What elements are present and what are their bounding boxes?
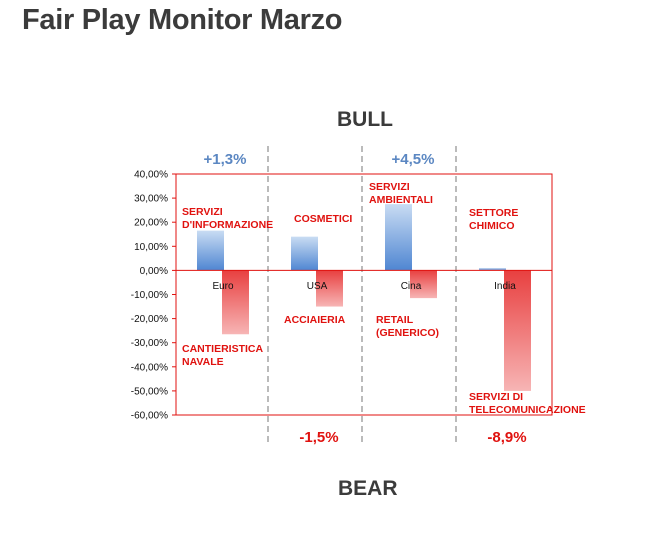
index-change-down: -1,5% bbox=[299, 429, 338, 446]
positive-sector-label: COSMETICI bbox=[294, 213, 352, 225]
bull-label: BULL bbox=[337, 108, 393, 131]
positive-bar-cina bbox=[385, 204, 412, 271]
y-tick-label: -60,00% bbox=[131, 411, 168, 422]
plot-frame bbox=[175, 173, 553, 416]
negative-sector-label: RETAIL (GENERICO) bbox=[376, 314, 439, 339]
y-tick-label: -30,00% bbox=[131, 338, 168, 349]
negative-bar-usa bbox=[316, 270, 343, 307]
page-title: Fair Play Monitor Marzo bbox=[22, 4, 343, 36]
y-tick-label: 20,00% bbox=[134, 218, 168, 229]
y-tick-label: 0,00% bbox=[140, 266, 168, 277]
index-change-up: +4,5% bbox=[392, 151, 435, 168]
y-tick-label: -10,00% bbox=[131, 290, 168, 301]
index-change-up: +1,3% bbox=[204, 151, 247, 168]
bear-label: BEAR bbox=[338, 477, 398, 500]
category-label: India bbox=[494, 281, 516, 292]
positive-sector-label: SERVIZI AMBIENTALI bbox=[369, 181, 433, 206]
positive-bar-india bbox=[479, 267, 506, 271]
y-tick-label: 40,00% bbox=[134, 170, 168, 181]
negative-sector-label: SERVIZI DI TELECOMUNICAZIONE bbox=[469, 391, 586, 416]
y-tick-label: -40,00% bbox=[131, 362, 168, 373]
y-tick-label: -50,00% bbox=[131, 386, 168, 397]
positive-bar-usa bbox=[291, 236, 318, 271]
category-label: USA bbox=[307, 281, 328, 292]
index-change-down: -8,9% bbox=[487, 429, 526, 446]
y-tick-label: 30,00% bbox=[134, 194, 168, 205]
category-label: Euro bbox=[212, 281, 234, 292]
y-tick-label: 10,00% bbox=[134, 242, 168, 253]
negative-bar-india bbox=[504, 270, 531, 391]
category-label: Cina bbox=[401, 281, 422, 292]
negative-sector-label: CANTIERISTICA NAVALE bbox=[182, 343, 264, 368]
positive-bar-euro bbox=[197, 230, 224, 271]
positive-sector-label: SERVIZI D'INFORMAZIONE bbox=[182, 206, 273, 231]
y-tick-label: -20,00% bbox=[131, 314, 168, 325]
negative-sector-label: ACCIAIERIA bbox=[284, 314, 346, 326]
negative-bar-cina bbox=[410, 270, 437, 299]
negative-bar-euro bbox=[222, 270, 249, 335]
positive-sector-label: SETTORE CHIMICO bbox=[469, 207, 518, 232]
